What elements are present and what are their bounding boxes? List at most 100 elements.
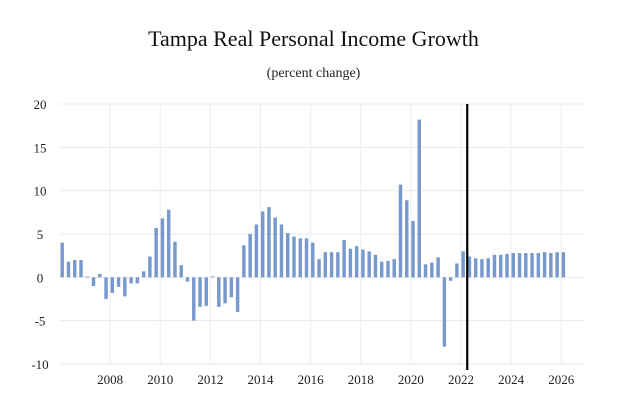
bar [129,277,133,284]
x-tick-label: 2010 [147,372,173,387]
bar [480,259,484,278]
axis-labels: -10 -5 0 5 10 15 20 2008 2010 2012 2014 2016 2018 202… [31,97,574,387]
bar [505,253,509,278]
x-tick-label: 2014 [247,372,274,387]
bar [198,277,202,307]
bar [411,221,415,278]
bar [104,277,108,299]
bar [549,253,553,278]
bar [436,257,440,278]
bar [298,238,302,278]
bar [91,277,96,286]
bar [386,260,390,278]
y-tick-label: 20 [34,97,47,112]
bar [217,277,221,307]
bar [555,252,559,278]
bar [72,260,77,278]
bar [66,261,71,278]
bar [311,242,315,278]
x-tick-label: 2016 [298,372,325,387]
bar [354,246,359,278]
bar [210,276,215,278]
bar [286,233,290,278]
bar [336,252,340,278]
chart-title: Tampa Real Personal Income Growth [148,26,479,51]
bar [179,265,183,278]
bar [467,256,472,278]
chart-subtitle: (percent change) [266,66,361,81]
y-tick-label: -10 [31,357,48,372]
y-tick-label: 0 [37,270,44,285]
bar [536,253,541,278]
x-tick-label: 2018 [348,372,374,387]
bar [461,251,465,278]
bar [135,277,140,284]
x-tick-label: 2012 [197,372,223,387]
bar [392,259,396,278]
bar [60,242,64,278]
bar [379,261,384,278]
bar [85,276,89,278]
bar [373,254,378,278]
bar [235,277,240,312]
bar [342,240,346,278]
bar [517,253,522,278]
bar [486,258,490,278]
x-tick-label: 2020 [398,372,424,387]
bar [455,263,459,278]
bar [242,245,246,278]
bar-series [60,119,566,347]
y-tick-label: 10 [34,184,47,199]
x-tick-label: 2024 [498,372,525,387]
bar [116,277,121,287]
bar [542,252,547,278]
bar [185,277,190,282]
bar [123,277,127,297]
bar [273,217,277,278]
x-tick-label: 2008 [97,372,123,387]
bar [561,252,566,278]
bar [292,236,296,278]
bar [223,277,227,304]
bar [348,248,353,278]
bar [204,277,209,306]
bar [367,251,371,278]
bar [192,277,196,321]
bar [141,271,146,278]
bar [492,254,497,278]
y-tick-label: 15 [34,140,47,155]
bar [417,119,422,278]
bar [524,253,528,278]
bar [448,277,453,281]
bar [154,227,158,278]
bar [329,252,334,278]
bar [166,209,171,278]
bar [323,252,328,278]
bar [405,200,409,278]
bar [530,253,534,278]
bar [279,224,284,278]
bar [317,259,321,278]
gridlines [60,103,585,365]
bar [473,258,478,278]
bar [398,184,403,278]
bar [361,249,365,278]
bar [98,273,102,278]
bar [442,277,447,347]
y-tick-label: -5 [35,314,46,329]
bar [229,277,234,298]
bar [148,256,152,278]
bar [260,211,265,278]
bar [110,277,115,293]
x-tick-label: 2022 [448,372,474,387]
bar [423,264,428,278]
y-tick-label: 5 [37,227,44,242]
x-tick-label: 2026 [548,372,575,387]
bar [304,238,309,278]
bar [499,254,503,278]
bar [248,234,252,278]
bar [160,218,165,278]
bar [79,260,83,278]
bar [511,253,515,278]
